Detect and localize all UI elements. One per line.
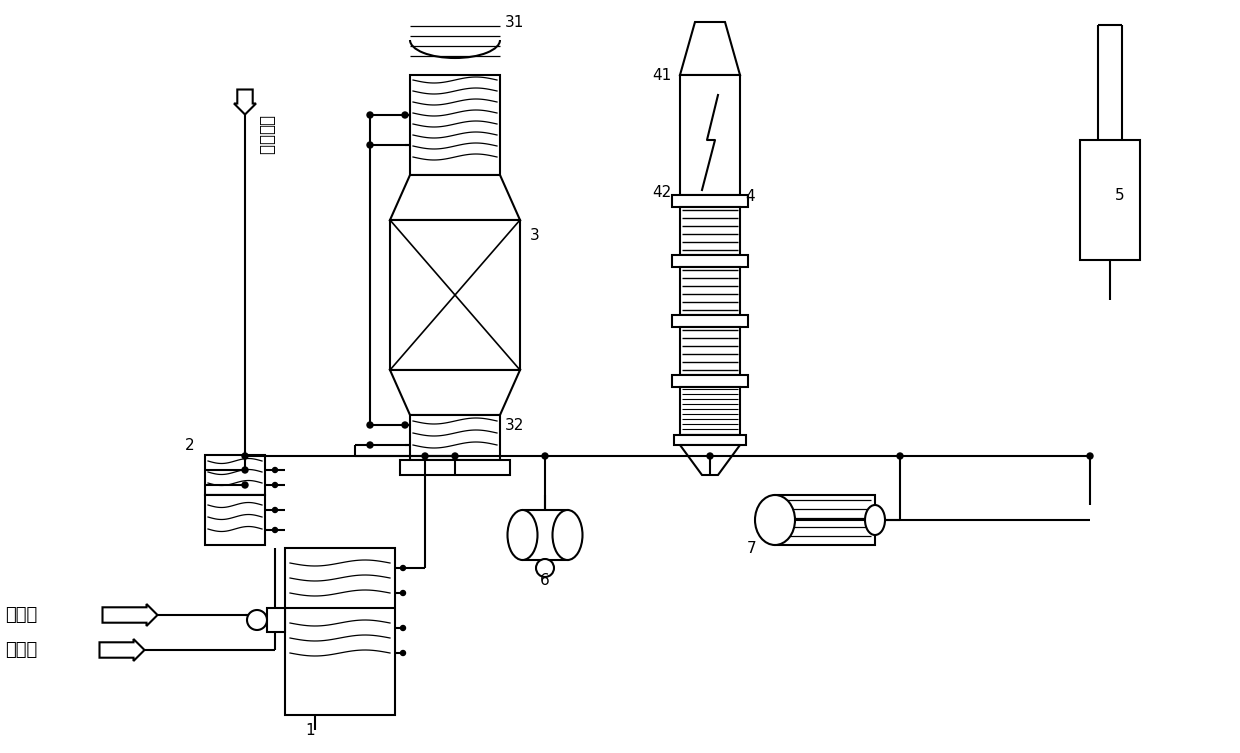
Bar <box>672 375 748 387</box>
Circle shape <box>242 482 248 488</box>
Bar <box>680 387 740 435</box>
Circle shape <box>273 528 278 532</box>
Ellipse shape <box>755 495 795 545</box>
Polygon shape <box>391 370 520 415</box>
Bar <box>285 548 396 715</box>
Bar <box>1080 140 1140 260</box>
Circle shape <box>402 422 408 428</box>
Circle shape <box>453 453 458 459</box>
Circle shape <box>401 590 405 596</box>
Circle shape <box>273 508 278 513</box>
Polygon shape <box>234 90 255 114</box>
Text: 42: 42 <box>652 185 671 200</box>
Polygon shape <box>103 604 157 626</box>
Circle shape <box>536 559 554 577</box>
Text: 41: 41 <box>652 68 671 83</box>
Circle shape <box>367 112 373 118</box>
Circle shape <box>242 453 248 459</box>
Bar <box>775 495 875 545</box>
Bar <box>410 75 500 175</box>
Circle shape <box>401 626 405 630</box>
Polygon shape <box>680 445 740 475</box>
Circle shape <box>402 112 408 118</box>
Circle shape <box>542 453 548 459</box>
Text: 燃料气: 燃料气 <box>5 606 37 624</box>
Bar <box>680 75 740 195</box>
Circle shape <box>367 142 373 148</box>
Text: 6: 6 <box>539 573 549 588</box>
Ellipse shape <box>553 510 583 560</box>
Bar <box>401 460 510 475</box>
Circle shape <box>707 453 713 459</box>
Circle shape <box>422 453 428 459</box>
Bar <box>672 255 748 267</box>
Text: 1: 1 <box>305 723 315 738</box>
Ellipse shape <box>866 505 885 535</box>
Text: 4: 4 <box>745 189 755 204</box>
Bar <box>205 455 265 495</box>
Circle shape <box>367 442 373 448</box>
Text: 助燃空气: 助燃空气 <box>257 115 275 155</box>
Circle shape <box>273 483 278 487</box>
Bar <box>267 608 285 632</box>
Polygon shape <box>99 639 145 661</box>
Text: 2: 2 <box>185 438 195 453</box>
Bar <box>680 267 740 315</box>
Bar <box>680 327 740 375</box>
Text: 5: 5 <box>1115 188 1125 203</box>
Circle shape <box>897 453 903 459</box>
Polygon shape <box>391 175 520 220</box>
Circle shape <box>247 610 267 630</box>
Text: 31: 31 <box>505 15 525 30</box>
Bar <box>672 195 748 207</box>
Circle shape <box>1087 453 1092 459</box>
Bar <box>522 510 568 560</box>
Bar <box>675 435 746 445</box>
Bar <box>205 495 265 545</box>
Bar <box>680 207 740 255</box>
Text: 酸性气: 酸性气 <box>5 641 37 659</box>
Ellipse shape <box>507 510 537 560</box>
Bar <box>672 315 748 327</box>
Text: 7: 7 <box>746 541 756 556</box>
Text: 32: 32 <box>505 418 525 433</box>
Circle shape <box>401 566 405 571</box>
Circle shape <box>367 422 373 428</box>
Polygon shape <box>680 22 740 75</box>
Bar <box>391 220 520 370</box>
Bar <box>410 415 500 460</box>
Text: 3: 3 <box>529 228 539 243</box>
Circle shape <box>401 651 405 656</box>
Circle shape <box>242 467 248 473</box>
Circle shape <box>273 468 278 472</box>
